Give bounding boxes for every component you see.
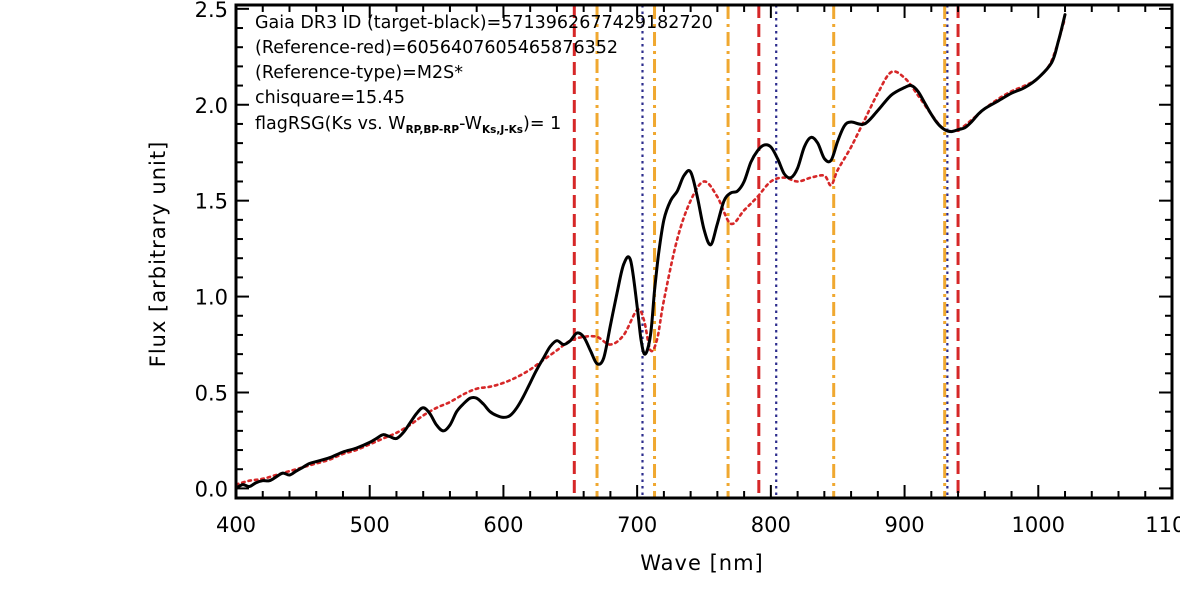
y-tick-label: 0.5 [195, 381, 228, 405]
plot-frame [234, 3, 1174, 500]
y-tick-labels: 0.0 0.5 1.0 1.5 2.0 2.5 [195, 0, 228, 501]
y-tick-label: 2.5 [195, 0, 228, 22]
plot-border [234, 3, 1174, 500]
x-tick-label: 800 [751, 513, 791, 537]
flag-rsg-subscript-1: RP,BP-RP [406, 124, 460, 136]
x-tick-label: 400 [216, 513, 256, 537]
annotation-block: Gaia DR3 ID (target-black)=5713962677429… [255, 13, 713, 136]
flag-rsg-suffix: )= 1 [523, 114, 561, 134]
series-target-black [236, 13, 1067, 490]
annotation-reference-type: (Reference-type)=M2S* [255, 63, 463, 83]
series-reference-red [236, 17, 1067, 486]
flag-rsg-mid: -W [459, 114, 482, 134]
y-axis-title: Flux [arbitrary unit] [146, 141, 170, 368]
vertical-reference-lines [572, 5, 960, 498]
x-tick-label: 900 [885, 513, 925, 537]
flag-rsg-subscript-2: Ks,J-Ks [482, 124, 523, 136]
y-tick-label: 1.0 [195, 286, 228, 310]
y-tick-label: 1.5 [195, 190, 228, 214]
annotation-reference-id: (Reference-red)=6056407605465876352 [255, 38, 618, 58]
annotation-gaia-id: Gaia DR3 ID (target-black)=5713962677429… [255, 13, 713, 33]
annotation-flag-rsg: flagRSG(Ks vs. WRP,BP-RP-WKs,J-Ks)= 1 [255, 114, 561, 136]
x-axis-title: Wave [nm] [640, 551, 763, 575]
axis-ticks [235, 5, 1173, 498]
x-tick-label: 700 [617, 513, 657, 537]
y-tick-label: 2.0 [195, 94, 228, 118]
series-group [236, 13, 1067, 490]
annotation-chisquare: chisquare=15.45 [255, 88, 405, 108]
y-tick-label: 0.0 [195, 477, 228, 501]
x-tick-label: 500 [350, 513, 390, 537]
x-tick-label: 600 [483, 513, 523, 537]
flag-rsg-prefix: flagRSG(Ks vs. W [255, 114, 406, 134]
x-tick-label: 1000 [1012, 513, 1065, 537]
